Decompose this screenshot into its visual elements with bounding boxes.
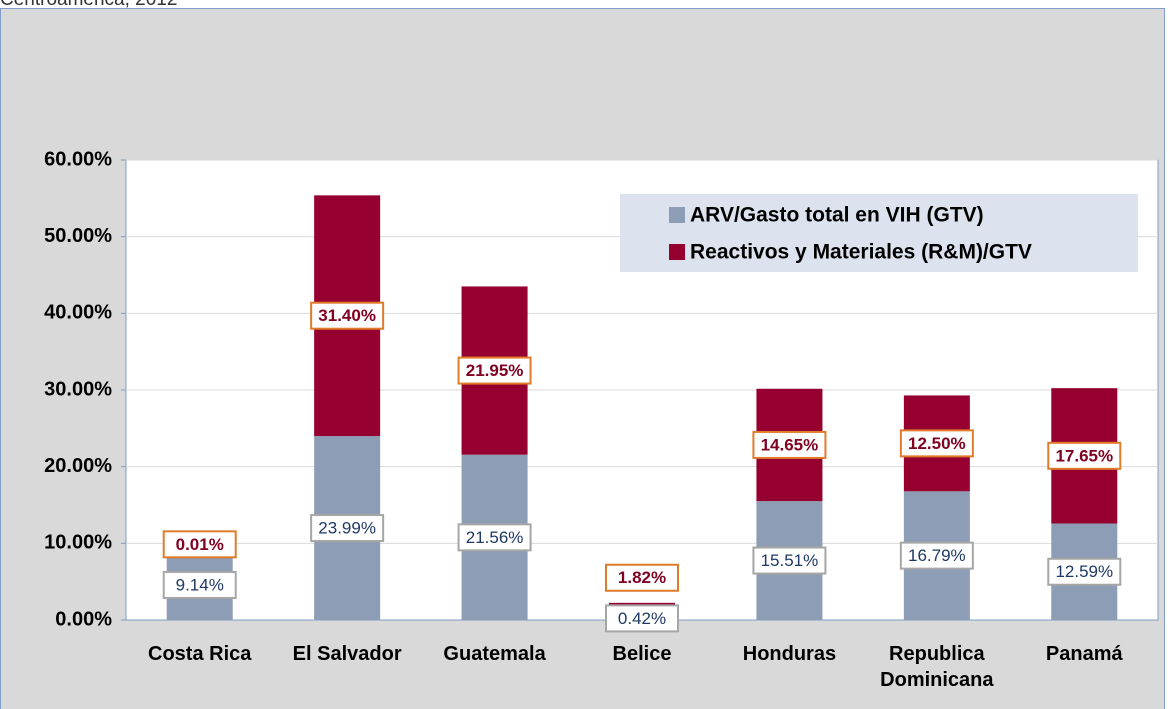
data-label-box — [457, 356, 532, 385]
data-label: 12.59% — [1055, 562, 1113, 581]
y-tick-label: 40.00% — [44, 302, 112, 324]
data-label-box — [310, 301, 385, 330]
x-tick-label: Costa Rica — [148, 643, 252, 665]
data-label-box — [605, 563, 679, 592]
data-label: 16.79% — [908, 546, 966, 565]
legend-swatch — [669, 207, 685, 223]
y-tick-label: 0.00% — [55, 608, 112, 630]
legend-box — [620, 194, 1138, 272]
data-label: 12.50% — [908, 434, 966, 453]
y-tick-label: 30.00% — [44, 378, 112, 400]
data-label-box — [752, 430, 827, 459]
data-label: 0.42% — [618, 609, 666, 628]
y-tick-label: 10.00% — [44, 532, 112, 554]
x-tick-label: Panamá — [1045, 643, 1123, 665]
x-tick-label: Honduras — [742, 643, 837, 665]
data-label-box — [899, 541, 974, 570]
data-label-box — [752, 546, 827, 575]
data-label-box — [310, 514, 385, 543]
x-tick-label: El Salvador — [292, 643, 402, 665]
data-label-box — [899, 429, 974, 458]
data-label-box — [1047, 441, 1122, 470]
y-tick-label: 60.00% — [44, 148, 112, 170]
x-tick-label: Guatemala — [443, 643, 546, 665]
data-label: 9.14% — [176, 575, 224, 594]
data-label: 31.40% — [318, 306, 376, 325]
data-label: 21.95% — [466, 361, 524, 380]
data-label: 14.65% — [761, 435, 819, 454]
data-label: 23.99% — [318, 519, 376, 538]
data-label-box — [162, 530, 237, 559]
data-label: 0.01% — [176, 535, 224, 554]
data-label: 15.51% — [761, 551, 819, 570]
data-label-box — [457, 523, 532, 552]
y-tick-label: 50.00% — [44, 225, 112, 247]
y-tick-label: 20.00% — [44, 455, 112, 477]
data-label-box — [605, 604, 679, 633]
legend-label: ARV/Gasto total en VIH (GTV) — [690, 204, 984, 227]
subtitle: Centroamerica, 2012 — [0, 0, 177, 10]
legend-label: Reactivos y Materiales (R&M)/GTV — [690, 241, 1032, 264]
data-label: 21.56% — [466, 528, 524, 547]
x-tick-label: Belice — [612, 643, 672, 665]
legend-swatch — [669, 244, 685, 260]
data-label: 1.82% — [618, 568, 666, 587]
data-label-box — [162, 570, 237, 599]
data-label: 17.65% — [1055, 446, 1113, 465]
x-tick-label: Republica Dominicana — [880, 643, 994, 691]
data-label-box — [1047, 557, 1122, 586]
